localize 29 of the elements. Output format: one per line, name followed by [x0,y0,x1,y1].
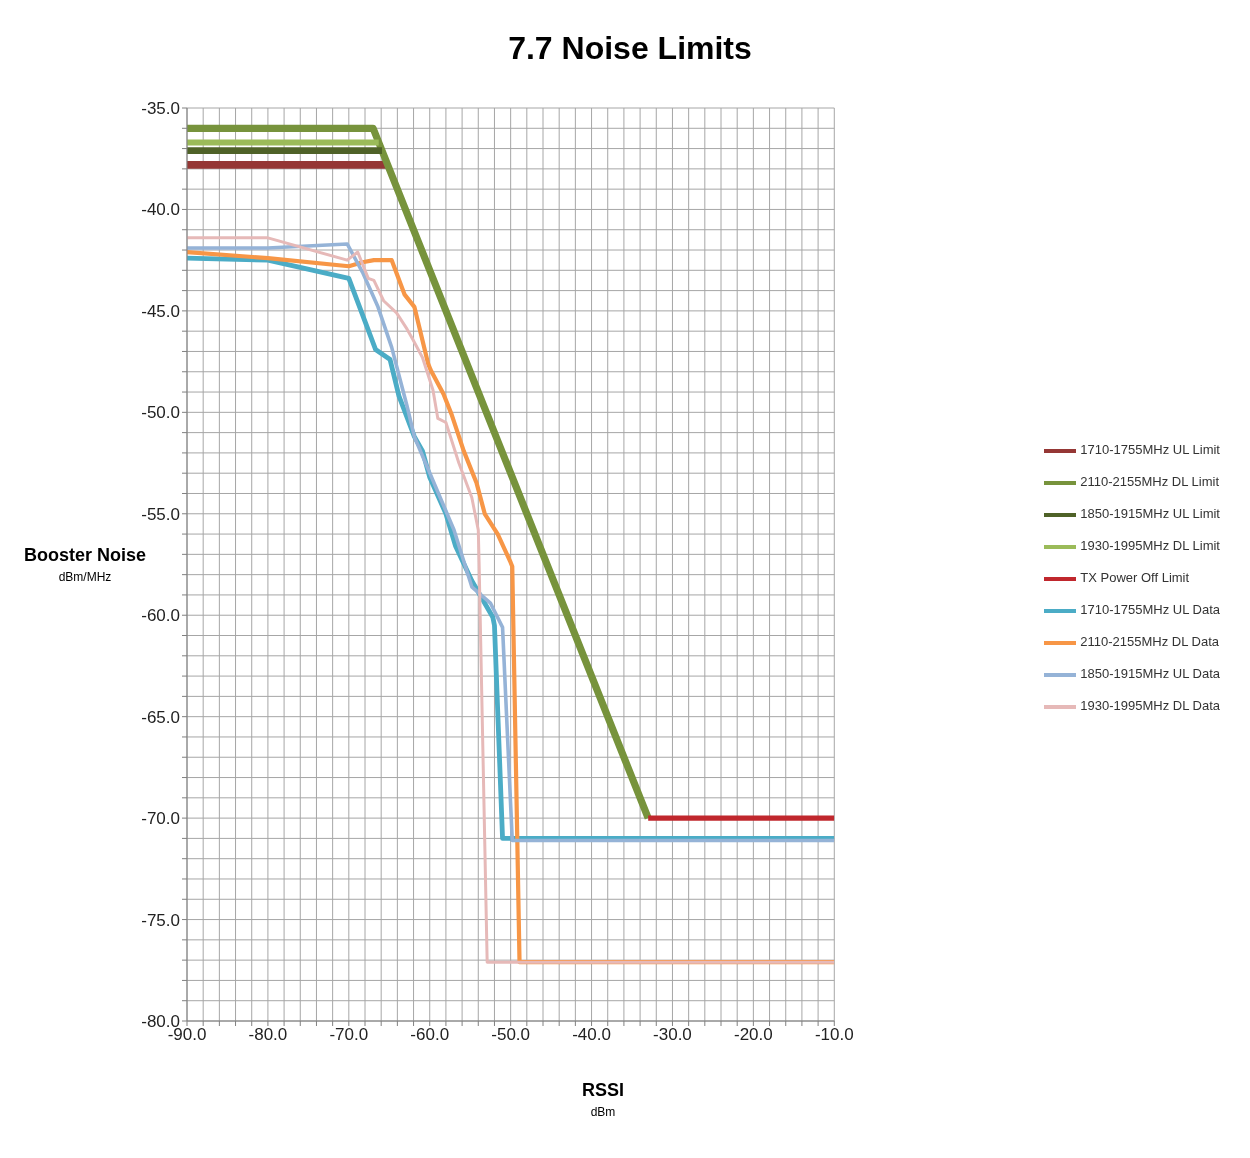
x-tick-label: -60.0 [410,1025,450,1045]
legend-label: 1930-1995MHz DL Data [1080,698,1220,714]
legend-label: 1710-1755MHz UL Limit [1080,442,1220,458]
legend-label: 2110-2155MHz DL Limit [1080,474,1220,490]
legend-label: 1930-1995MHz DL Limit [1080,538,1220,554]
legend-label: 1710-1755MHz UL Data [1080,602,1220,618]
y-tick-label: -40.0 [141,200,180,220]
x-tick-label: -70.0 [329,1025,369,1045]
y-tick-label: -75.0 [141,910,180,930]
y-tick-label: -70.0 [141,809,180,829]
y-tick-label: -50.0 [141,403,180,423]
x-tick-label: -40.0 [572,1025,611,1045]
legend-label: 1850-1915MHz UL Limit [1080,506,1220,522]
legend-label: 1850-1915MHz UL Data [1080,666,1220,682]
legend-label: 2110-2155MHz DL Data [1080,634,1220,650]
y-axis-title: Booster Noise dBm/MHz [23,545,147,584]
y-tick-label: -45.0 [141,301,180,321]
x-tick-label: -20.0 [734,1025,773,1045]
legend-label: TX Power Off Limit [1080,570,1190,586]
x-tick-label: -80.0 [248,1025,288,1045]
y-tick-label: -65.0 [141,707,180,727]
x-tick-label: -10.0 [814,1025,854,1045]
y-tick-label: -60.0 [141,606,180,626]
y-tick-label: -35.0 [141,99,180,119]
y-tick-label: -55.0 [141,504,180,524]
x-tick-label: -30.0 [653,1025,692,1045]
x-tick-label: -50.0 [491,1025,531,1045]
x-axis-title: RSSI dBm [581,1080,625,1119]
chart-title: 7.7 Noise Limits [507,30,753,67]
